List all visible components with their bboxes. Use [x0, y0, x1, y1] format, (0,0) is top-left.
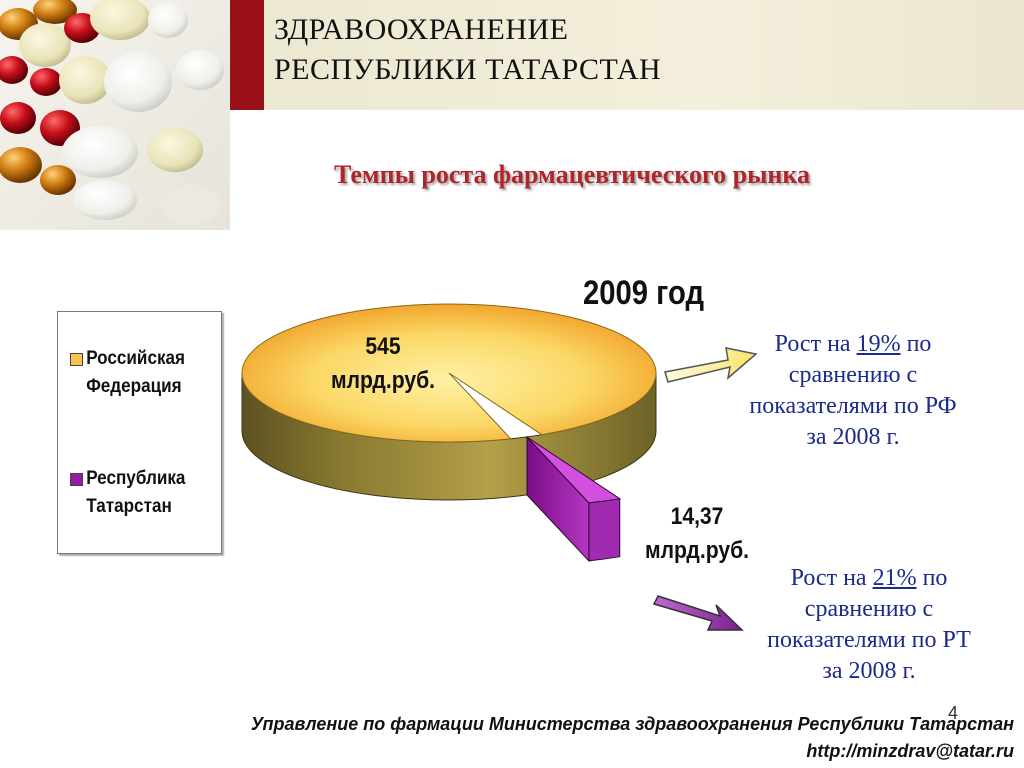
growth-note-rf-prefix: Рост на	[774, 331, 857, 357]
arrow-down-rt-icon	[652, 595, 744, 631]
legend-label-rt: Республика Татарстан	[86, 468, 186, 517]
growth-note-rf-suffix: по	[900, 331, 932, 357]
header-accent	[230, 0, 264, 110]
legend-swatch-rf	[70, 353, 83, 366]
data-label-rf-value: 545	[365, 333, 401, 360]
growth-note-rt-line2: сравнению с	[804, 596, 934, 622]
pie-slice-rt-top	[526, 436, 622, 504]
growth-note-rf-percent: 19%	[856, 331, 901, 357]
pie-slice-rt-side	[588, 498, 621, 562]
header-title-line1: ЗДРАВООХРАНЕНИЕ	[274, 13, 569, 46]
legend-swatch-rt	[70, 473, 83, 486]
growth-note-rt-percent: 21%	[872, 565, 917, 591]
header-bar	[230, 0, 1024, 110]
pie-marks	[241, 303, 657, 563]
data-label-rt-value: 14,37	[670, 503, 724, 530]
legend-item-rf: Российская Федерация	[70, 345, 228, 401]
page-number: 4	[948, 703, 959, 723]
chart-legend: Российская Федерация Республика Татарста…	[57, 311, 222, 554]
growth-note-rt: Рост на 21% по сравнению с показателями …	[730, 563, 1008, 687]
footer: Управление по фармации Министерства здра…	[251, 711, 1014, 765]
chart-title: 2009 год	[583, 274, 705, 312]
footer-url: http://minzdrav@tatar.ru	[806, 741, 1014, 761]
data-label-rt-unit: млрд.руб.	[645, 537, 749, 564]
growth-note-rf-line3: показателями по РФ	[749, 393, 957, 419]
data-label-rf-unit: млрд.руб.	[331, 367, 435, 394]
legend-label-rf: Российская Федерация	[86, 348, 186, 397]
growth-note-rt-prefix: Рост на	[790, 565, 873, 591]
growth-note-rt-line4: за 2008 г.	[822, 658, 916, 684]
pie-slice-rf-top	[241, 303, 657, 443]
header-title-line2: РЕСПУБЛИКИ ТАТАРСТАН	[274, 53, 662, 86]
data-label-rf: 545 млрд.руб.	[298, 330, 468, 398]
footer-org: Управление по фармации Министерства здра…	[250, 714, 1014, 734]
slide-subtitle: Темпы роста фармацевтического рынка	[334, 160, 810, 189]
growth-note-rt-line3: показателями по РТ	[767, 627, 971, 653]
growth-note-rf-line2: сравнению с	[788, 362, 918, 388]
pills-image	[0, 0, 230, 230]
header-title: ЗДРАВООХРАНЕНИЕ РЕСПУБЛИКИ ТАТАРСТАН	[274, 10, 661, 90]
legend-item-rt: Республика Татарстан	[70, 465, 228, 521]
data-label-rt: 14,37 млрд.руб.	[622, 500, 772, 568]
arrow-right-rf-icon	[664, 347, 758, 383]
growth-note-rt-suffix: по	[916, 565, 948, 591]
growth-note-rf: Рост на 19% по сравнению с показателями …	[714, 329, 992, 453]
growth-note-rf-line4: за 2008 г.	[806, 424, 900, 450]
